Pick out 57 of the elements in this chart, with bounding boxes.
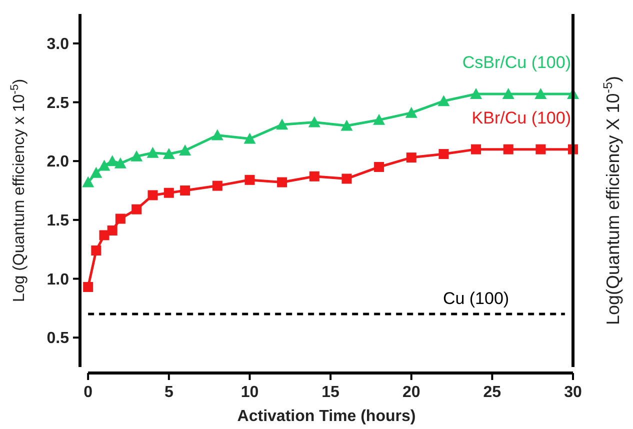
ref-line-label: Cu (100) <box>442 289 510 308</box>
point <box>470 88 482 100</box>
series-label: CsBr/Cu (100) <box>462 53 571 72</box>
point <box>162 148 175 160</box>
point <box>471 144 482 154</box>
point <box>91 246 102 256</box>
x-tick-label: 30 <box>564 384 582 401</box>
point <box>534 88 547 100</box>
x-axis-title: Activation Time (hours) <box>237 408 416 425</box>
y-tick-label: 1.0 <box>46 271 70 288</box>
point <box>130 150 143 162</box>
point <box>405 106 418 118</box>
x-tick-label: 0 <box>84 384 93 401</box>
point <box>438 95 450 106</box>
point <box>374 162 384 172</box>
point <box>83 282 94 292</box>
point <box>82 176 94 188</box>
point <box>132 204 142 214</box>
point <box>342 174 352 184</box>
point <box>98 160 110 171</box>
point <box>438 149 449 160</box>
point <box>107 226 118 236</box>
point <box>502 88 514 100</box>
point <box>309 171 320 182</box>
point <box>146 146 159 158</box>
point <box>503 144 514 154</box>
point <box>244 132 256 144</box>
point <box>373 114 386 125</box>
y-tick-label: 3.0 <box>46 36 70 54</box>
series-label: KBr/Cu (100) <box>472 108 571 128</box>
point <box>106 155 118 166</box>
y-tick-label: 0.5 <box>46 330 70 348</box>
point <box>164 188 174 198</box>
x-tick-label: 25 <box>483 384 502 401</box>
y-tick-label: 2.0 <box>46 154 70 171</box>
y-tick-label: 1.5 <box>46 212 70 230</box>
point <box>114 157 126 168</box>
y-tick-label: 2.5 <box>46 94 70 112</box>
x-tick-label: 10 <box>240 384 259 401</box>
point <box>180 186 190 196</box>
point <box>276 118 288 130</box>
point <box>244 174 255 185</box>
point <box>211 129 224 140</box>
point <box>148 190 158 200</box>
point <box>115 214 126 224</box>
x-tick-label: 5 <box>164 384 174 401</box>
point <box>536 144 546 154</box>
point <box>308 116 320 128</box>
x-tick-label: 15 <box>322 384 340 401</box>
point <box>277 177 288 188</box>
point <box>406 152 416 163</box>
point <box>179 144 192 156</box>
x-tick-label: 20 <box>402 384 420 401</box>
point <box>340 120 353 131</box>
point <box>99 230 110 240</box>
point <box>90 166 102 178</box>
point <box>212 180 222 191</box>
